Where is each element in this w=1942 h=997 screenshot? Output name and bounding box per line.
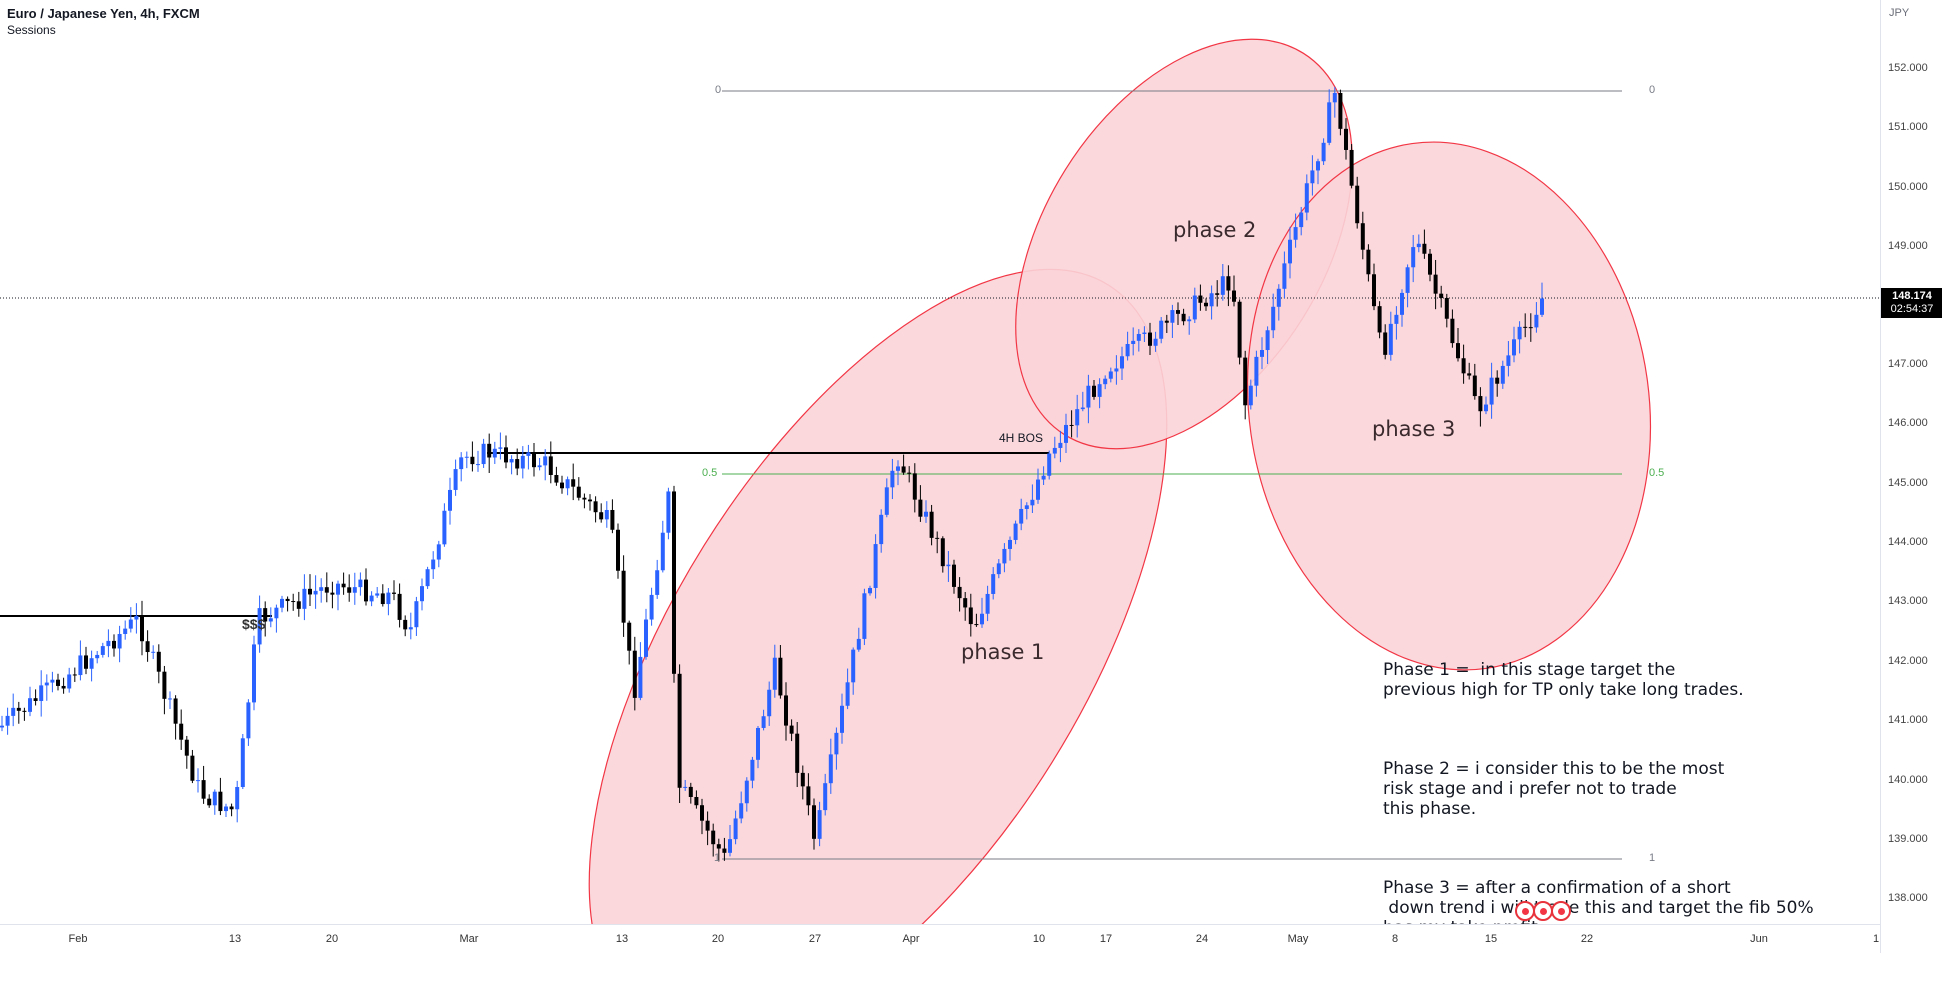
time-tick: 17 <box>1099 933 1113 945</box>
fib-0-left-label: 0 <box>715 84 722 96</box>
price-axis[interactable]: JPY 152.000 151.000 150.000 149.000 147.000 1… <box>1880 0 1942 953</box>
price-chart-canvas[interactable] <box>0 0 1880 924</box>
price-tick: 146.000 <box>1888 417 1928 429</box>
note-p3-line1: Phase 3 = after a confirmation of a shor… <box>1383 878 1731 898</box>
event-icon[interactable] <box>1533 901 1553 921</box>
note-p2-line2: risk stage and i prefer not to trade <box>1383 779 1677 799</box>
time-tick: Jun <box>1750 933 1768 945</box>
time-tick: Feb <box>68 933 88 945</box>
price-tick: 149.000 <box>1888 240 1928 252</box>
price-tick: 139.000 <box>1888 833 1928 845</box>
price-tick: 138.000 <box>1888 892 1928 904</box>
time-axis[interactable]: Feb 13 20 Mar 13 20 27 Apr 10 17 24 May 8 15 22 Jun 1 <box>0 924 1880 954</box>
phase-3-ellipse[interactable] <box>1214 116 1684 697</box>
price-tick: 152.000 <box>1888 62 1928 74</box>
time-tick: Apr <box>902 933 920 945</box>
note-p2-line3: this phase. <box>1383 799 1477 819</box>
legend: Euro / Japanese Yen, 4h, FXCM Sessions <box>7 6 200 38</box>
phase-3-label: phase 3 <box>1372 417 1456 441</box>
indicator-sessions[interactable]: Sessions <box>7 23 56 37</box>
note-p2-line1: Phase 2 = i consider this to be the most <box>1383 759 1725 779</box>
event-icon[interactable] <box>1551 901 1571 921</box>
price-tick: 151.000 <box>1888 121 1928 133</box>
economic-events <box>1515 901 1571 921</box>
time-tick: 13 <box>228 933 242 945</box>
bar-countdown: 02:54:37 <box>1890 303 1934 315</box>
time-tick: 24 <box>1195 933 1209 945</box>
time-tick: 27 <box>808 933 822 945</box>
note-p3-line2: down trend i will trade this and target … <box>1383 898 1814 918</box>
time-tick: 20 <box>711 933 725 945</box>
time-tick: Mar <box>459 933 479 945</box>
price-tick: 145.000 <box>1888 477 1928 489</box>
phase-zones <box>588 38 1684 924</box>
note-p1-line2: previous high for TP only take long trad… <box>1383 680 1744 700</box>
time-tick: 8 <box>1391 933 1399 945</box>
last-price-value: 148.174 <box>1892 290 1932 302</box>
time-tick: 10 <box>1032 933 1046 945</box>
currency-label: JPY <box>1889 7 1910 19</box>
candlestick-series <box>0 86 1544 862</box>
price-tick: 143.000 <box>1888 595 1928 607</box>
event-icon[interactable] <box>1515 901 1535 921</box>
phase-2-label: phase 2 <box>1173 218 1257 242</box>
fib-05-right-label: 0.5 <box>1649 467 1665 479</box>
time-tick: 20 <box>325 933 339 945</box>
price-tick: 142.000 <box>1888 655 1928 667</box>
price-tick: 150.000 <box>1888 181 1928 193</box>
price-tick: 141.000 <box>1888 714 1928 726</box>
fib-1-right-label: 1 <box>1649 852 1656 864</box>
time-tick: 15 <box>1484 933 1498 945</box>
symbol-title[interactable]: Euro / Japanese Yen, 4h, FXCM <box>7 6 200 21</box>
note-p1-line1: Phase 1 = in this stage target the <box>1383 660 1676 680</box>
last-price-badge: 148.174 02:54:37 <box>1881 288 1942 318</box>
bos-label: 4H BOS <box>999 431 1044 445</box>
time-tick: 22 <box>1580 933 1594 945</box>
fib-0-right-label: 0 <box>1649 84 1656 96</box>
fib-1-left-label: 1 <box>714 852 721 864</box>
phase-1-label: phase 1 <box>961 640 1045 664</box>
time-tick: 13 <box>615 933 629 945</box>
liquidity-label: $$$ <box>242 616 266 632</box>
time-tick: 1 <box>1872 933 1880 945</box>
price-tick: 147.000 <box>1888 358 1928 370</box>
price-tick: 144.000 <box>1888 536 1928 548</box>
price-tick: 140.000 <box>1888 774 1928 786</box>
fib-05-left-label: 0.5 <box>702 467 718 479</box>
time-tick: May <box>1287 933 1309 945</box>
chart-pane[interactable]: Euro / Japanese Yen, 4h, FXCM Sessions 0… <box>0 0 1942 954</box>
